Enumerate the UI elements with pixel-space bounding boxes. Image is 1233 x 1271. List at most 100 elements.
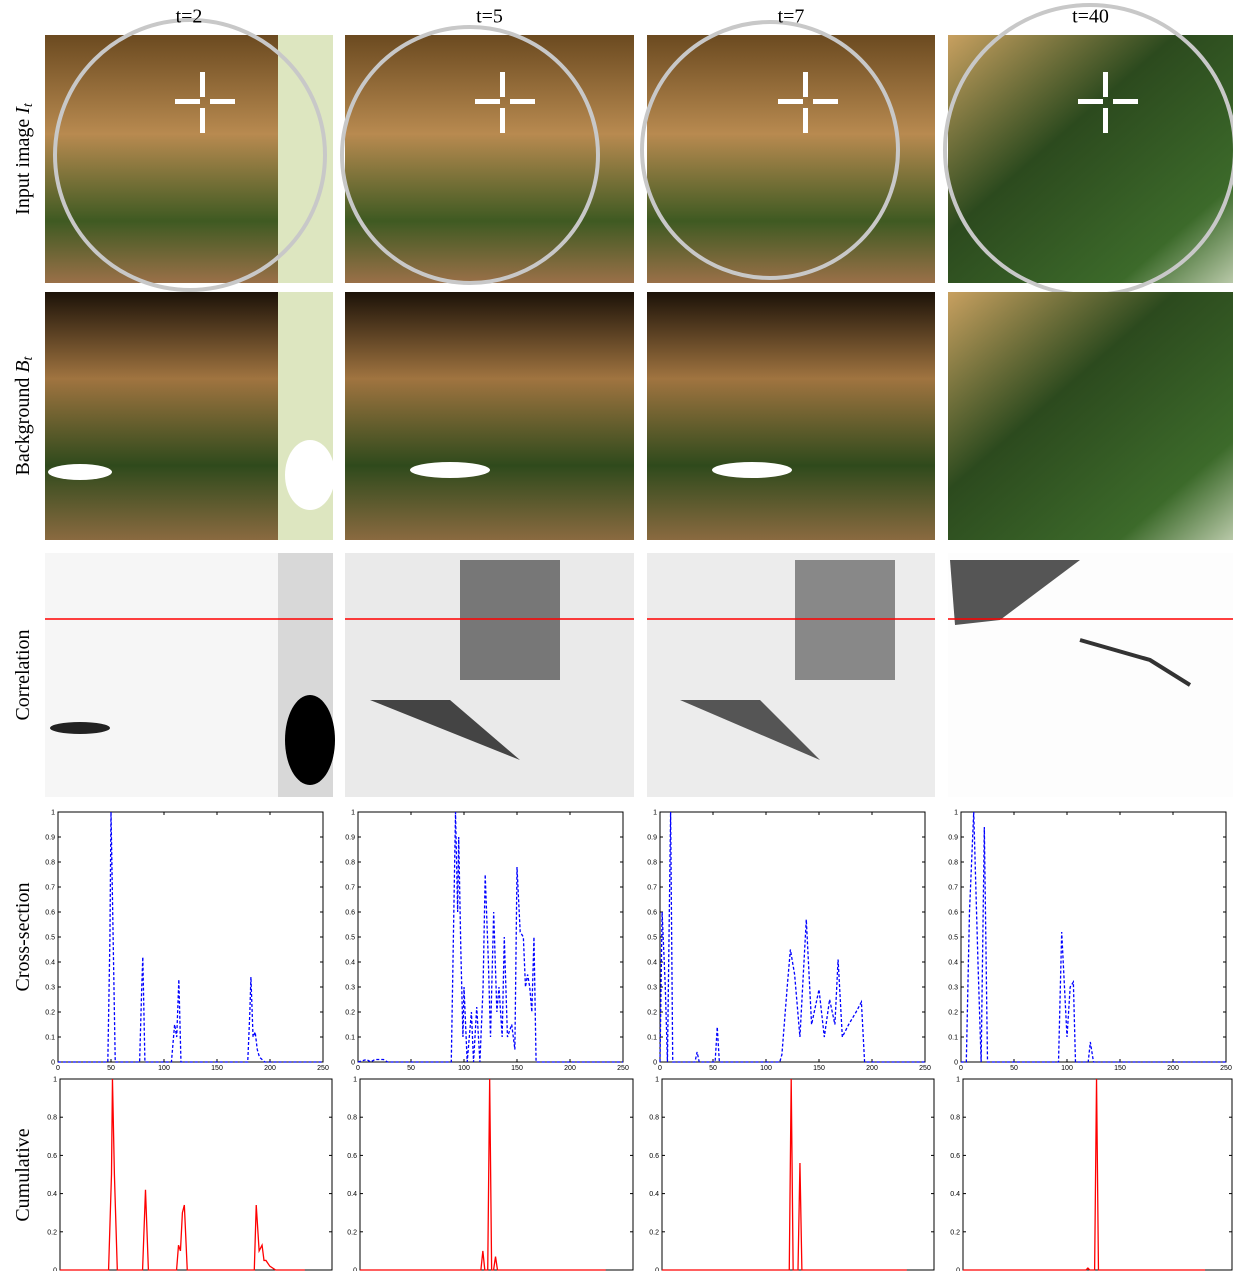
plot-area: [961, 812, 1226, 1062]
x-tick-label: 250: [317, 1065, 329, 1072]
y-tick-label: 0.8: [347, 1115, 357, 1122]
x-tick-label: 150: [511, 1065, 523, 1072]
y-tick-label: 0.3: [45, 985, 55, 992]
y-tick-label: 0.6: [347, 1153, 357, 1160]
x-tick-label: 250: [919, 1065, 931, 1072]
row-label-part: t: [21, 102, 36, 107]
x-tick-label: 150: [1114, 1065, 1126, 1072]
y-tick-label: 0.5: [45, 935, 55, 942]
x-tick-label: 100: [1061, 1065, 1073, 1072]
y-tick-label: 0.7: [45, 885, 55, 892]
chart: 00.20.40.60.81: [950, 1077, 1232, 1271]
y-tick-label: 0: [51, 1060, 55, 1067]
y-tick-label: 0.2: [948, 1010, 958, 1017]
y-tick-label: 0.6: [950, 1153, 960, 1160]
y-tick-label: 0.8: [647, 860, 657, 867]
x-tick-label: 200: [264, 1065, 276, 1072]
x-tick-label: 0: [658, 1065, 662, 1072]
y-tick-label: 0: [655, 1268, 659, 1271]
plot-area: [58, 812, 323, 1062]
column-title: t=40: [1072, 6, 1109, 28]
y-tick-label: 0.5: [345, 935, 355, 942]
row-label: Cross-section: [12, 883, 34, 992]
y-tick-label: 0.2: [45, 1010, 55, 1017]
y-tick-label: 0.1: [45, 1035, 55, 1042]
y-tick-label: 0.5: [948, 935, 958, 942]
y-tick-label: 1: [53, 1077, 57, 1084]
row-label: Background Bt: [12, 355, 37, 475]
row-label: Correlation: [12, 629, 34, 720]
chart: 00.20.40.60.81: [347, 1077, 633, 1271]
y-tick-label: 0.4: [649, 1191, 659, 1198]
plot-area: [358, 812, 623, 1062]
background-image: [948, 292, 1233, 540]
y-tick-label: 1: [351, 810, 355, 817]
y-tick-label: 0.8: [345, 860, 355, 867]
x-tick-label: 250: [617, 1065, 629, 1072]
chart: 00.10.20.30.40.50.60.70.80.9105010015020…: [45, 810, 329, 1073]
x-tick-label: 50: [107, 1065, 115, 1072]
y-tick-label: 0.6: [45, 910, 55, 917]
y-tick-label: 0.6: [948, 910, 958, 917]
column-title: t=2: [176, 6, 203, 28]
column-title: t=5: [476, 6, 503, 28]
y-tick-label: 0.2: [47, 1229, 57, 1236]
y-tick-label: 0.9: [647, 835, 657, 842]
row-label: Input image It: [12, 102, 37, 215]
x-tick-label: 150: [211, 1065, 223, 1072]
y-tick-label: 0.4: [950, 1191, 960, 1198]
x-tick-label: 100: [158, 1065, 170, 1072]
row-label-part: t: [21, 355, 36, 360]
y-tick-label: 0: [53, 1268, 57, 1271]
x-tick-label: 200: [564, 1065, 576, 1072]
row-label-part: Correlation: [12, 629, 34, 720]
row-label-part: Input image: [12, 114, 34, 215]
input-image: [948, 35, 1233, 283]
y-tick-label: 1: [51, 810, 55, 817]
y-tick-label: 1: [353, 1077, 357, 1084]
row-label-part: B: [12, 360, 34, 372]
y-tick-label: 0.5: [647, 935, 657, 942]
x-tick-label: 250: [1220, 1065, 1232, 1072]
plot-area: [660, 812, 925, 1062]
input-image: [345, 35, 634, 283]
y-tick-label: 1: [653, 810, 657, 817]
input-image: [647, 35, 935, 283]
y-tick-label: 0.4: [948, 960, 958, 967]
figure: t=2t=5t=7t=40Input image ItBackground Bt…: [0, 0, 1233, 1271]
x-tick-label: 0: [959, 1065, 963, 1072]
y-tick-label: 0.8: [45, 860, 55, 867]
row-label-part: Background: [12, 373, 34, 476]
y-tick-label: 0: [353, 1268, 357, 1271]
image-grid: [45, 5, 1233, 797]
y-tick-label: 0.9: [45, 835, 55, 842]
y-tick-label: 0.2: [647, 1010, 657, 1017]
y-tick-label: 0.1: [948, 1035, 958, 1042]
background-image: [647, 292, 935, 540]
y-tick-label: 0.1: [345, 1035, 355, 1042]
y-tick-label: 0: [351, 1060, 355, 1067]
y-tick-label: 0.2: [950, 1229, 960, 1236]
y-tick-label: 0.4: [347, 1191, 357, 1198]
y-tick-label: 0.8: [649, 1115, 659, 1122]
x-tick-label: 200: [1167, 1065, 1179, 1072]
y-tick-label: 1: [954, 810, 958, 817]
correlation-maps: [45, 553, 1233, 797]
x-tick-label: 0: [56, 1065, 60, 1072]
x-tick-label: 100: [458, 1065, 470, 1072]
y-tick-label: 0.8: [47, 1115, 57, 1122]
x-tick-label: 50: [407, 1065, 415, 1072]
x-tick-label: 50: [1010, 1065, 1018, 1072]
y-tick-label: 0.7: [948, 885, 958, 892]
x-tick-label: 150: [813, 1065, 825, 1072]
chart: 00.20.40.60.81: [47, 1077, 332, 1271]
y-tick-label: 0.3: [345, 985, 355, 992]
y-tick-label: 0: [956, 1268, 960, 1271]
y-tick-label: 0.6: [345, 910, 355, 917]
y-tick-label: 0: [653, 1060, 657, 1067]
y-tick-label: 0.6: [649, 1153, 659, 1160]
y-tick-label: 0.8: [950, 1115, 960, 1122]
